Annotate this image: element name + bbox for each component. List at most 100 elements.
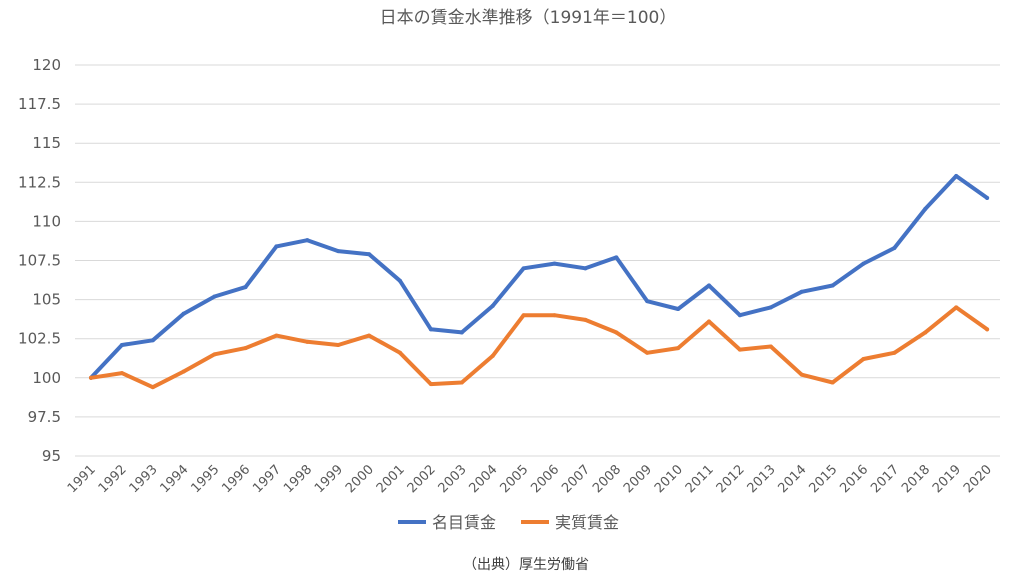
data-point [861,357,866,362]
x-tick-label: 2018 [899,462,933,496]
x-tick-label: 1993 [127,462,161,496]
legend-label-nominal: 名目賃金 [432,513,496,532]
x-tick-label: 1994 [158,462,192,496]
data-point [552,313,557,318]
data-point [459,380,464,385]
source-note: （出典）厚生労働省 [463,557,589,573]
data-point [707,283,711,288]
data-point [830,380,835,385]
data-point [398,350,402,355]
x-tick-label: 2012 [714,462,748,496]
x-tick-label: 2006 [528,462,562,496]
x-tick-label: 2008 [590,462,624,496]
legend: 名目賃金 実質賃金 [398,513,619,532]
x-tick-label: 1992 [96,462,130,496]
y-tick-label: 105 [32,291,61,309]
data-point [737,313,742,318]
data-point [119,342,124,347]
x-tick-label: 2010 [652,462,686,496]
y-tick-label: 117.5 [18,95,61,113]
x-tick-label: 1996 [219,462,253,496]
data-point [243,346,248,351]
data-point [428,327,433,332]
data-point [89,375,93,380]
x-tick-label: 2020 [961,462,995,496]
series-lines [89,174,990,390]
x-tick-label: 1991 [65,462,99,496]
x-tick-label: 2003 [436,462,470,496]
data-point [676,346,681,351]
data-point [954,305,959,310]
gridlines [75,64,1000,457]
data-point [830,283,835,288]
data-point [645,350,650,355]
data-point [954,174,959,179]
data-point [645,299,650,304]
series-line-real [89,305,990,390]
x-tick-label: 2019 [930,462,964,496]
x-axis-ticks: 1991199219931994199519961997199819992000… [65,462,995,496]
y-tick-label: 100 [32,369,61,387]
data-point [274,333,279,338]
x-tick-label: 2013 [745,462,779,496]
data-point [212,352,217,357]
data-point [212,294,217,299]
data-point [985,327,990,332]
data-point [521,266,526,271]
chart-title: 日本の賃金水準推移（1991年＝100） [380,8,677,28]
data-point [923,330,928,335]
data-point [305,238,310,243]
data-point [737,347,742,352]
y-tick-label: 97.5 [28,408,61,426]
x-tick-label: 1995 [188,462,222,496]
data-point [398,278,402,283]
x-tick-label: 1999 [312,462,346,496]
data-point [150,385,155,390]
data-point [459,330,464,335]
data-point [119,371,124,376]
data-point [150,338,155,343]
legend-label-real: 実質賃金 [555,513,619,532]
data-point [274,244,279,249]
data-point [799,289,804,294]
data-point [521,313,526,318]
data-point [985,195,990,200]
data-point [305,339,310,344]
data-point [892,245,897,250]
data-point [892,350,897,355]
y-tick-label: 120 [32,56,61,74]
data-point [428,382,433,387]
data-point [367,252,372,257]
y-tick-label: 95 [42,447,61,465]
data-point [243,285,248,290]
data-point [490,303,495,308]
data-point [181,369,186,374]
x-tick-label: 2014 [776,462,810,496]
x-tick-label: 2001 [374,462,408,496]
data-point [336,342,341,347]
data-point [490,353,495,358]
x-tick-label: 1997 [250,462,284,496]
y-tick-label: 107.5 [18,252,61,270]
data-point [552,261,557,266]
y-tick-label: 112.5 [18,173,61,191]
y-axis-ticks: 95 97.5 100 102.5 105 107.5 110 112.5 115 117.5 12… [18,56,61,465]
data-point [614,255,619,260]
data-point [336,249,341,254]
x-tick-label: 2016 [837,462,871,496]
y-tick-label: 102.5 [18,330,61,348]
x-tick-label: 2009 [621,462,655,496]
y-tick-label: 115 [32,134,61,152]
x-tick-label: 1998 [281,462,315,496]
data-point [676,306,681,311]
data-point [181,311,186,316]
y-tick-label: 110 [32,212,61,230]
x-tick-label: 2015 [806,462,840,496]
x-tick-label: 2005 [497,462,531,496]
x-tick-label: 2007 [559,462,593,496]
x-tick-label: 2000 [343,462,377,496]
data-point [768,344,773,349]
data-point [707,319,711,324]
data-point [768,305,773,310]
